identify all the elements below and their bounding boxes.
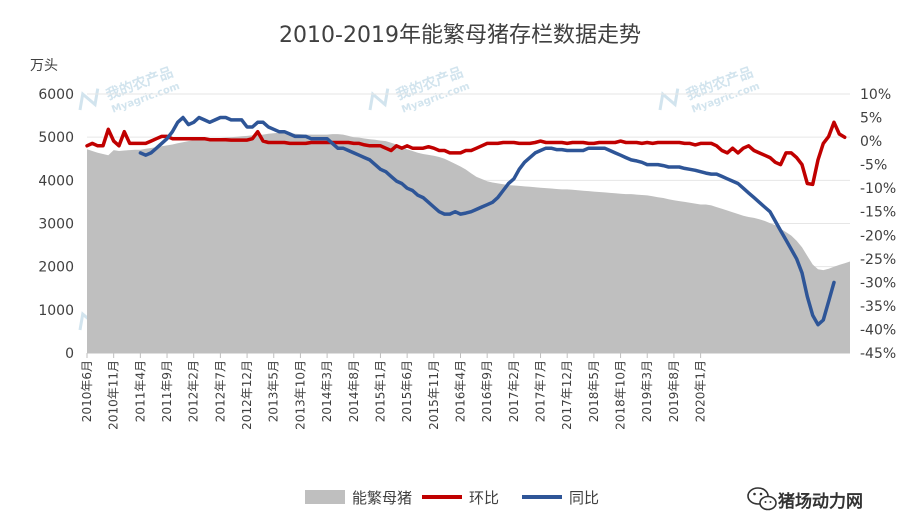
x-tick-label: 2013年5月 — [267, 360, 281, 422]
x-tick-label: 2012年12月 — [240, 360, 254, 430]
left-tick-label: 4000 — [38, 173, 74, 189]
chart-title: 2010-2019年能繁母猪存栏数据走势 — [279, 23, 641, 48]
x-tick-label: 2011年4月 — [133, 360, 147, 422]
x-tick-label: 2017年2月 — [507, 360, 521, 422]
right-tick-label: -5% — [860, 158, 887, 174]
series-line-mom — [85, 120, 847, 187]
x-tick-label: 2020年1月 — [694, 360, 708, 422]
right-tick-label: -35% — [860, 299, 896, 315]
x-tick-label: 2019年3月 — [640, 360, 654, 422]
wechat-icon — [747, 487, 777, 511]
right-axis-ticks: 10% 5% 0% -5% -10% -15% -20% -25% -30% -35% -40% -4… — [860, 87, 896, 362]
x-tick-label: 2014年3月 — [320, 360, 334, 422]
legend-label: 环比 — [469, 489, 499, 507]
left-axis-ticks: 0 1000 2000 3000 4000 5000 6000 — [38, 87, 74, 362]
right-tick-label: -45% — [860, 346, 896, 362]
x-tick-label: 2015年6月 — [400, 360, 414, 422]
series-area-sows — [87, 132, 850, 353]
x-tick-label: 2011年9月 — [160, 360, 174, 422]
right-tick-label: 5% — [860, 111, 882, 127]
legend: 能繁母猪 环比 同比 — [305, 489, 599, 507]
left-tick-label: 1000 — [38, 303, 74, 319]
left-tick-label: 5000 — [38, 130, 74, 146]
x-tick-label: 2012年7月 — [213, 360, 227, 422]
right-tick-label: -15% — [860, 205, 896, 221]
x-tick-label: 2015年11月 — [427, 360, 441, 430]
x-tick-label: 2014年8月 — [347, 360, 361, 422]
right-tick-label: -30% — [860, 275, 896, 291]
right-tick-label: -25% — [860, 252, 896, 268]
left-tick-label: 0 — [65, 346, 74, 362]
source-badge: 猪场动力网 — [747, 487, 863, 512]
left-tick-label: 6000 — [38, 87, 74, 103]
watermark-logo-icon — [78, 88, 100, 111]
legend-label: 能繁母猪 — [352, 489, 412, 507]
x-tick-label: 2016年9月 — [480, 360, 494, 422]
legend-swatch-area — [305, 490, 345, 504]
x-tick-label: 2010年6月 — [80, 360, 94, 422]
source-badge-text: 猪场动力网 — [778, 491, 863, 512]
x-tick-label: 2017年12月 — [560, 360, 574, 430]
left-tick-label: 3000 — [38, 217, 74, 233]
right-tick-label: -40% — [860, 322, 896, 338]
right-tick-label: 10% — [860, 87, 891, 103]
x-tick-label: 2017年7月 — [534, 360, 548, 422]
x-axis-ticks: 2010年6月 2010年11月 2011年4月 2011年9月 2012年2月 2012… — [80, 353, 708, 430]
left-tick-label: 2000 — [38, 260, 74, 276]
left-axis-unit-label: 万头 — [30, 58, 58, 74]
watermark-logo-icon — [658, 88, 680, 111]
x-tick-label: 2019年8月 — [667, 360, 681, 422]
x-tick-label: 2018年10月 — [614, 360, 628, 430]
x-tick-label: 2018年5月 — [587, 360, 601, 422]
legend-label: 同比 — [569, 489, 599, 507]
right-tick-label: 0% — [860, 134, 882, 150]
right-tick-label: -20% — [860, 228, 896, 244]
line-layer — [85, 115, 847, 327]
right-tick-label: -10% — [860, 181, 896, 197]
area-layer — [87, 132, 850, 353]
x-tick-label: 2015年1月 — [373, 360, 387, 422]
x-tick-label: 2016年4月 — [453, 360, 467, 422]
x-tick-label: 2013年10月 — [293, 360, 307, 430]
x-tick-label: 2012年2月 — [187, 360, 201, 422]
series-line-yoy — [138, 115, 836, 327]
x-tick-label: 2010年11月 — [107, 360, 121, 430]
watermark-logo-icon — [368, 88, 390, 111]
